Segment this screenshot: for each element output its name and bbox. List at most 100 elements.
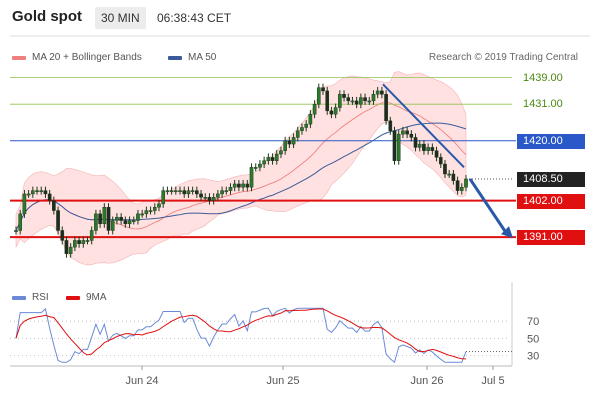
candle bbox=[279, 150, 283, 155]
candle bbox=[451, 173, 456, 181]
chart-header: Gold spot 30 MIN 06:38:43 CET bbox=[0, 0, 590, 36]
level-tag-1420-00: 1420.00 bbox=[517, 133, 585, 149]
candle bbox=[325, 90, 330, 112]
candle bbox=[35, 190, 39, 192]
candle bbox=[22, 193, 27, 215]
candle bbox=[220, 190, 224, 195]
candle bbox=[464, 178, 468, 188]
candle bbox=[333, 107, 338, 115]
candle bbox=[396, 133, 401, 161]
candle bbox=[438, 157, 443, 165]
candle bbox=[64, 240, 69, 254]
candle bbox=[426, 147, 430, 151]
candle bbox=[359, 97, 363, 105]
candle bbox=[203, 197, 208, 199]
candle bbox=[291, 137, 296, 145]
ma50-label: MA 50 bbox=[188, 52, 217, 63]
candle bbox=[338, 94, 342, 108]
forecast-arrow-shaft bbox=[468, 178, 509, 235]
candle bbox=[447, 173, 451, 176]
candle bbox=[350, 100, 355, 103]
candle bbox=[152, 207, 157, 211]
legend-9ma: 9MA bbox=[66, 292, 107, 303]
candle bbox=[110, 220, 115, 231]
rsi-ma9-line bbox=[15, 308, 467, 360]
legend-rsi: RSI bbox=[12, 292, 49, 303]
candle bbox=[94, 213, 98, 231]
candle bbox=[422, 143, 426, 151]
candle bbox=[127, 220, 132, 225]
candle bbox=[224, 190, 229, 192]
candle bbox=[409, 133, 414, 138]
candle bbox=[459, 187, 464, 191]
candle bbox=[60, 230, 65, 241]
candle bbox=[148, 210, 153, 212]
candle bbox=[47, 193, 52, 201]
legend-ma50: MA 50 bbox=[168, 52, 216, 63]
candle bbox=[157, 203, 161, 208]
candle bbox=[186, 190, 191, 195]
candle bbox=[207, 197, 212, 201]
level-tag-1431-00: 1431.00 bbox=[523, 98, 563, 111]
candle bbox=[232, 183, 237, 188]
ma9-swatch bbox=[66, 295, 80, 300]
candle bbox=[367, 100, 372, 103]
candle bbox=[77, 240, 81, 244]
candle bbox=[228, 187, 233, 191]
candle bbox=[68, 246, 73, 254]
x-tick-label: Jul 5 bbox=[481, 375, 504, 387]
candle bbox=[102, 207, 107, 225]
candle bbox=[81, 240, 86, 244]
candle bbox=[115, 216, 119, 221]
rsi-tick-label: 30 bbox=[527, 350, 539, 362]
x-tick-label: Jun 25 bbox=[266, 375, 299, 387]
timeframe-badge[interactable]: 30 MIN bbox=[95, 7, 146, 29]
candle bbox=[43, 190, 48, 195]
ma9-label: 9MA bbox=[86, 292, 107, 303]
ma50-swatch bbox=[168, 55, 182, 60]
candle bbox=[317, 87, 321, 105]
candle bbox=[89, 230, 94, 241]
candle bbox=[270, 157, 275, 161]
level-tag-1391-00: 1391.00 bbox=[517, 230, 585, 246]
candle bbox=[346, 97, 351, 102]
candle bbox=[287, 140, 292, 145]
candle bbox=[140, 213, 144, 216]
candle bbox=[31, 190, 35, 195]
resistance-trendline bbox=[382, 83, 465, 169]
candle bbox=[85, 240, 90, 242]
candle bbox=[392, 130, 397, 161]
rsi-tick-label: 70 bbox=[527, 316, 539, 328]
candle bbox=[199, 193, 203, 198]
candle bbox=[430, 147, 435, 151]
candle bbox=[417, 143, 422, 148]
candle bbox=[308, 113, 313, 125]
candle bbox=[98, 213, 102, 225]
ma50-line bbox=[15, 122, 467, 231]
level-tag-1402-00: 1402.00 bbox=[517, 193, 585, 209]
candle bbox=[237, 183, 241, 188]
instrument-title: Gold spot bbox=[12, 8, 82, 25]
candle bbox=[258, 163, 262, 168]
candle bbox=[329, 110, 334, 115]
candle bbox=[405, 130, 409, 135]
level-tag-1439-00: 1439.00 bbox=[523, 71, 563, 84]
candle bbox=[39, 190, 44, 192]
candle bbox=[178, 190, 182, 192]
rsi-line bbox=[15, 307, 467, 364]
candle bbox=[312, 104, 317, 115]
candle bbox=[245, 183, 250, 188]
candle bbox=[144, 210, 149, 215]
candle bbox=[18, 213, 23, 231]
candle bbox=[14, 230, 18, 232]
candle bbox=[274, 153, 279, 161]
candle bbox=[26, 193, 31, 196]
candle bbox=[119, 216, 123, 221]
candle bbox=[73, 240, 77, 248]
rsi-swatch bbox=[12, 295, 26, 300]
candle bbox=[401, 130, 405, 135]
candle bbox=[182, 190, 187, 195]
candle bbox=[190, 190, 195, 192]
candle bbox=[136, 213, 140, 221]
